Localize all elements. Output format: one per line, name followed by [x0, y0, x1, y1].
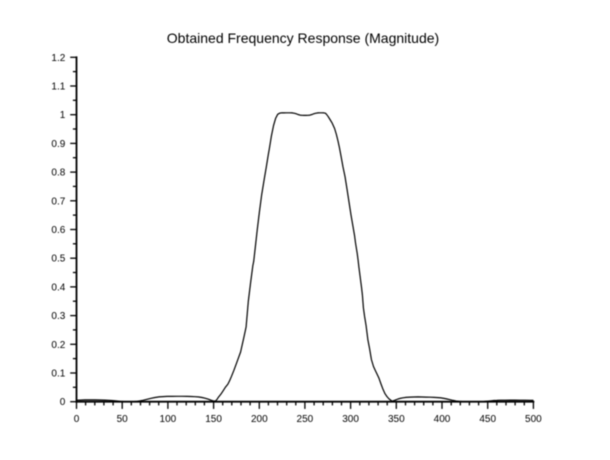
svg-text:300: 300 [342, 414, 359, 425]
svg-text:1.1: 1.1 [51, 82, 65, 93]
svg-text:0.7: 0.7 [51, 196, 65, 207]
svg-text:Obtained Frequency Response (M: Obtained Frequency Response (Magnitude) [167, 30, 439, 46]
svg-text:0.6: 0.6 [51, 225, 65, 236]
svg-text:1: 1 [60, 110, 66, 121]
svg-text:400: 400 [434, 414, 451, 425]
svg-text:0.3: 0.3 [51, 311, 65, 322]
svg-text:0.9: 0.9 [51, 139, 65, 150]
svg-text:0.2: 0.2 [51, 340, 65, 351]
svg-text:200: 200 [251, 414, 268, 425]
svg-text:0.4: 0.4 [51, 282, 65, 293]
svg-text:100: 100 [160, 414, 177, 425]
svg-text:0: 0 [74, 414, 80, 425]
svg-text:450: 450 [479, 414, 496, 425]
svg-text:0.8: 0.8 [51, 168, 65, 179]
svg-text:150: 150 [205, 414, 222, 425]
svg-text:0.5: 0.5 [51, 254, 65, 265]
svg-text:50: 50 [117, 414, 129, 425]
svg-text:0: 0 [60, 397, 66, 408]
svg-text:500: 500 [525, 414, 542, 425]
svg-text:350: 350 [388, 414, 405, 425]
svg-text:0.1: 0.1 [51, 369, 65, 380]
svg-text:250: 250 [297, 414, 314, 425]
svg-text:1.2: 1.2 [51, 53, 65, 64]
